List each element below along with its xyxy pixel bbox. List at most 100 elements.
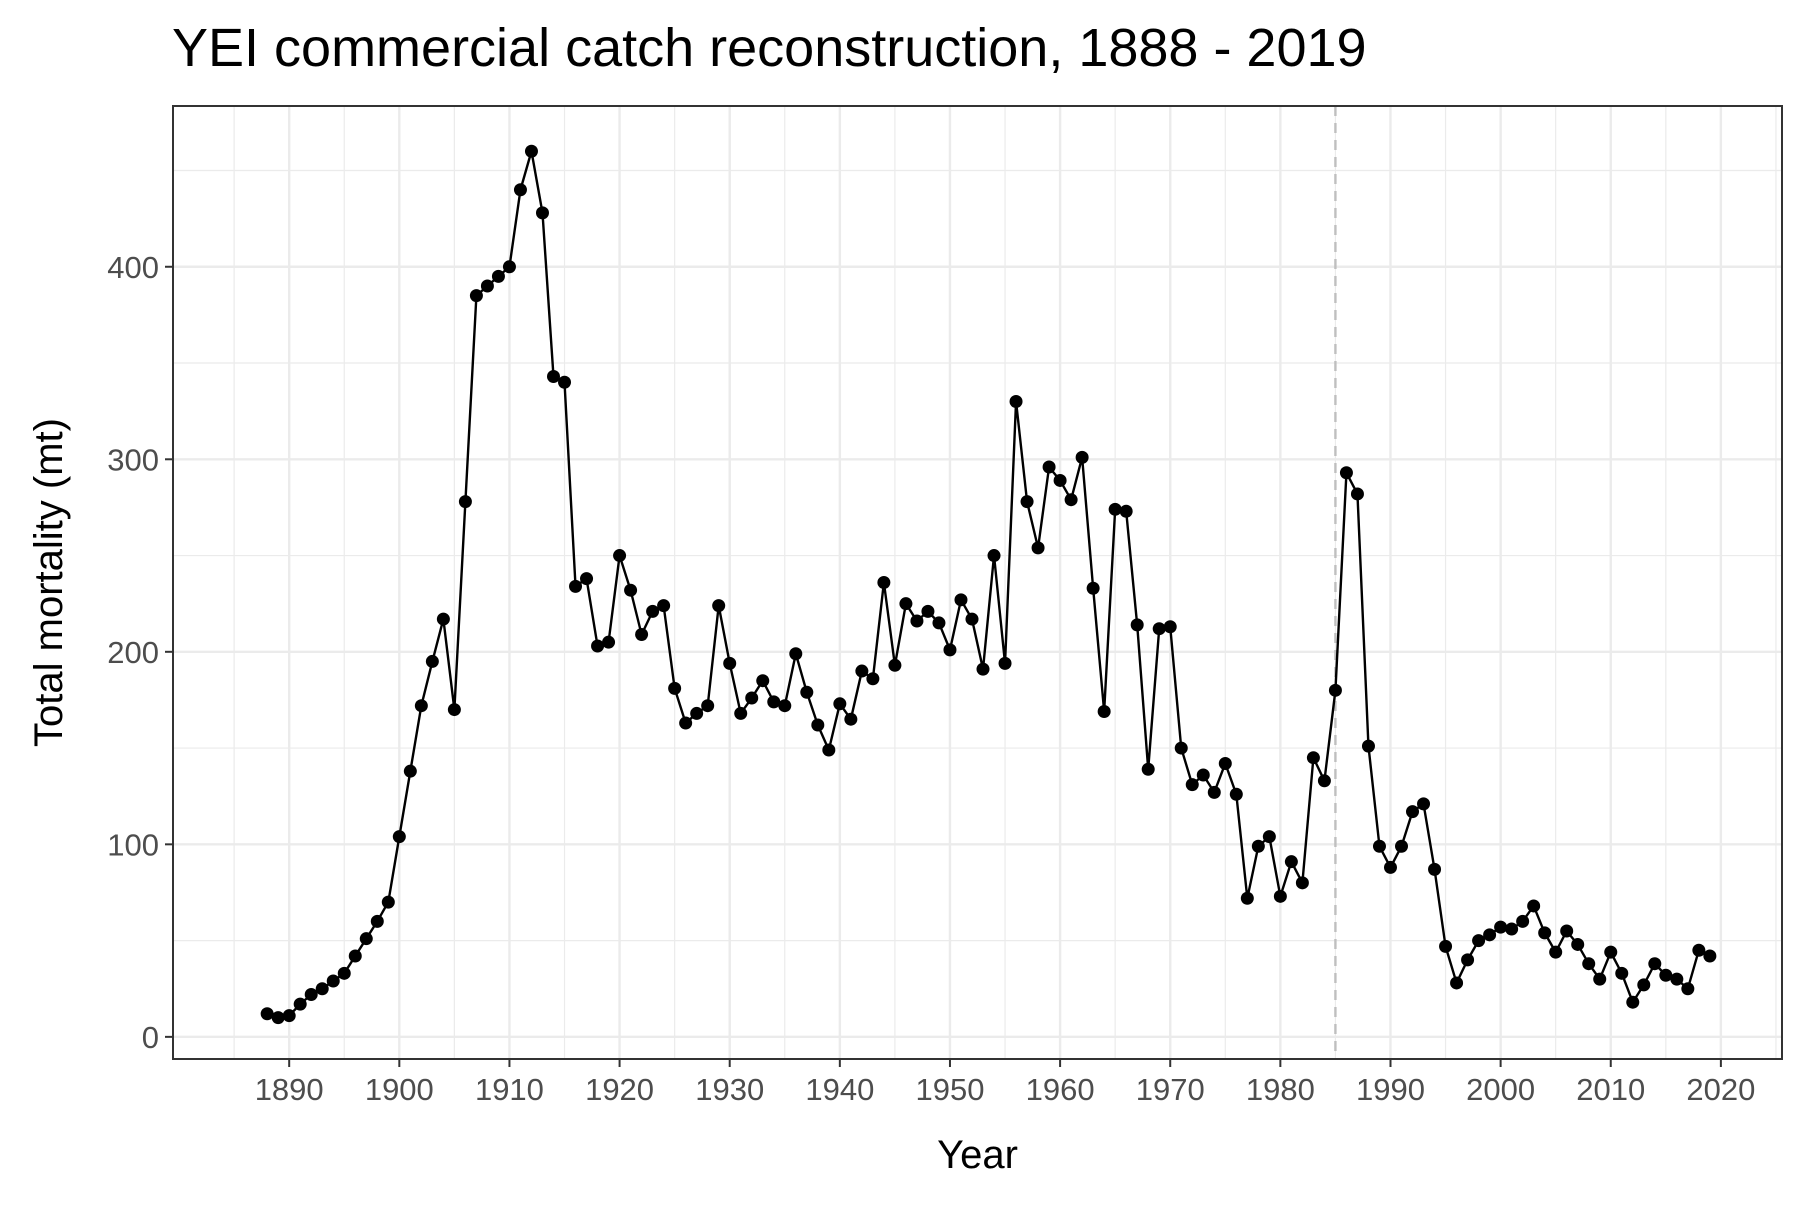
data-point (458, 495, 472, 509)
data-point (1317, 774, 1331, 788)
data-point (734, 706, 748, 720)
data-point (1461, 953, 1475, 967)
data-point (613, 549, 627, 563)
data-point (1615, 966, 1629, 980)
data-point (1372, 839, 1386, 853)
data-point (866, 672, 880, 686)
data-point (293, 997, 307, 1011)
x-tick-label: 2010 (1576, 1072, 1645, 1107)
data-point (1207, 785, 1221, 799)
x-tick-label: 1930 (695, 1072, 764, 1107)
data-point (304, 988, 318, 1002)
x-tick-label: 1890 (255, 1072, 324, 1107)
data-point (1549, 945, 1563, 959)
data-point (855, 664, 869, 678)
data-point (657, 599, 671, 613)
chart-title: YEI commercial catch reconstruction, 188… (172, 18, 1367, 78)
x-tick-label: 1920 (585, 1072, 654, 1107)
data-point (1108, 502, 1122, 516)
data-point (1659, 968, 1673, 982)
data-point (1141, 762, 1155, 776)
data-point (800, 685, 814, 699)
data-point (591, 639, 605, 653)
data-point (260, 1007, 274, 1021)
data-point (524, 144, 538, 158)
data-point (712, 599, 726, 613)
data-point (1295, 876, 1309, 890)
data-point (976, 662, 990, 676)
data-point (624, 583, 638, 597)
data-point (998, 656, 1012, 670)
data-point (1395, 839, 1409, 853)
data-point (370, 914, 384, 928)
data-point (1527, 899, 1541, 913)
data-point (337, 966, 351, 980)
x-axis: 1890 1900 1910 1920 1930 1940 1950 1960 1970 1980… (255, 1059, 1755, 1107)
data-point (1417, 797, 1431, 811)
data-point (425, 654, 439, 668)
data-point (1251, 839, 1265, 853)
data-point (987, 549, 1001, 563)
data-point (1681, 982, 1695, 996)
data-point (1097, 704, 1111, 718)
data-point (315, 982, 329, 996)
data-point (1626, 995, 1640, 1009)
x-tick-label: 1910 (475, 1072, 544, 1107)
data-point (1130, 618, 1144, 632)
data-point (271, 1011, 285, 1025)
data-point (1229, 787, 1243, 801)
y-axis-title: Total mortality (mt) (27, 418, 71, 747)
data-point (646, 604, 660, 618)
data-point (1009, 395, 1023, 409)
plot-panel-border (172, 105, 1783, 1060)
data-point (1637, 978, 1651, 992)
data-point (1439, 939, 1453, 953)
x-tick-label: 1970 (1136, 1072, 1205, 1107)
data-point (546, 369, 560, 383)
data-point (1328, 683, 1342, 697)
data-point (381, 895, 395, 909)
data-point (348, 949, 362, 963)
data-point (1174, 741, 1188, 755)
data-point (723, 656, 737, 670)
data-point (877, 576, 891, 589)
y-tick-label: 200 (107, 635, 159, 670)
data-point (1560, 924, 1574, 938)
data-point (1031, 541, 1045, 555)
data-point (888, 658, 902, 672)
y-tick-label: 300 (107, 442, 159, 477)
data-point (569, 579, 583, 593)
data-point (1152, 622, 1166, 636)
data-point (1604, 945, 1618, 959)
data-point (1196, 768, 1210, 782)
data-point (1571, 937, 1585, 951)
y-tick-label: 0 (142, 1020, 159, 1055)
x-tick-label: 1960 (1026, 1072, 1095, 1107)
data-point (701, 699, 715, 713)
x-tick-label: 1940 (805, 1072, 874, 1107)
x-axis-title: Year (937, 1133, 1018, 1177)
x-tick-label: 2020 (1686, 1072, 1755, 1107)
data-point (513, 183, 527, 197)
data-point (910, 614, 924, 628)
data-point (1020, 495, 1034, 509)
data-point (502, 260, 516, 274)
data-point (1692, 943, 1706, 957)
data-point (778, 699, 792, 713)
data-point (1648, 957, 1662, 971)
data-point (1262, 830, 1276, 844)
data-point (491, 269, 505, 283)
y-tick-label: 100 (107, 827, 159, 862)
data-point (1240, 891, 1254, 905)
data-point (1670, 972, 1684, 986)
data-point (1075, 450, 1089, 464)
data-point (359, 932, 373, 946)
data-point (822, 743, 836, 757)
data-point (690, 706, 704, 720)
data-point (1064, 493, 1078, 507)
data-point (635, 627, 649, 641)
data-point (1185, 778, 1199, 792)
